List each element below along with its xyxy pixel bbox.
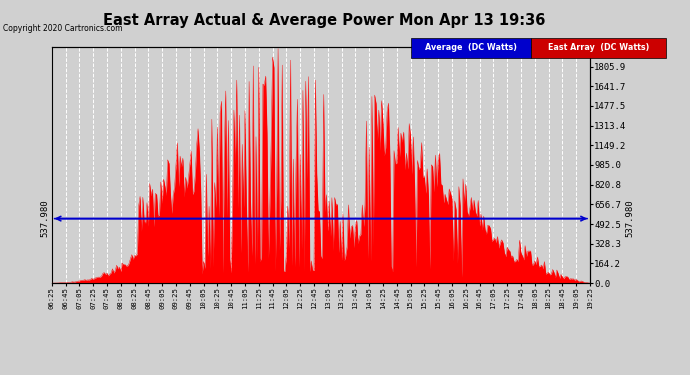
Text: East Array  (DC Watts): East Array (DC Watts) xyxy=(548,44,649,52)
Text: Average  (DC Watts): Average (DC Watts) xyxy=(425,44,517,52)
Text: 537.980: 537.980 xyxy=(40,200,49,237)
Text: East Array Actual & Average Power Mon Apr 13 19:36: East Array Actual & Average Power Mon Ap… xyxy=(103,13,546,28)
Text: 537.980: 537.980 xyxy=(625,200,634,237)
Text: Copyright 2020 Cartronics.com: Copyright 2020 Cartronics.com xyxy=(3,24,123,33)
